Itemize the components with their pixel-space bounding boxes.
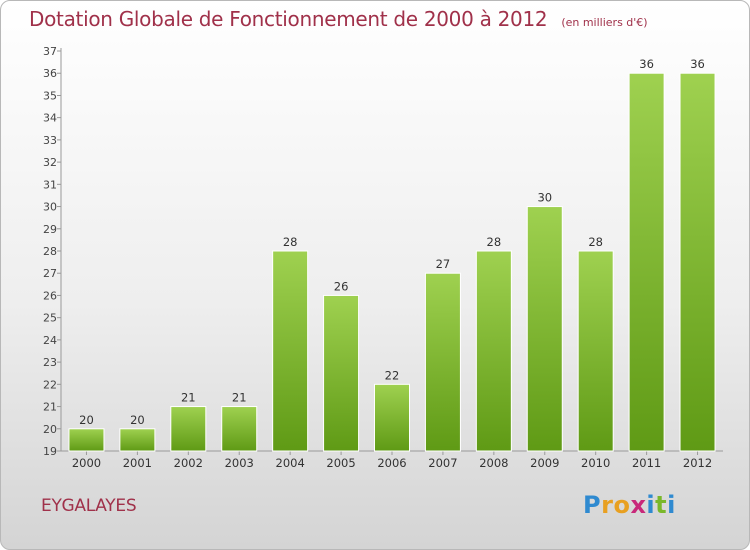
logo-letter: P (583, 491, 602, 519)
y-tick-label: 23 (43, 356, 57, 369)
y-tick-label: 29 (43, 223, 57, 236)
chart-title: Dotation Globale de Fonctionnement de 20… (29, 7, 548, 31)
data-label: 21 (181, 391, 196, 405)
data-label: 26 (334, 279, 349, 293)
data-label: 28 (588, 235, 603, 249)
x-tick-label: 2012 (683, 456, 712, 470)
bar (577, 250, 614, 452)
bar (272, 250, 309, 452)
bar (221, 406, 258, 452)
x-tick-label: 2004 (276, 456, 305, 470)
data-label: 36 (690, 57, 705, 71)
y-tick-label: 35 (43, 89, 57, 102)
bar (374, 383, 410, 452)
x-tick-label: 2005 (326, 456, 355, 470)
x-tick-label: 2009 (530, 456, 559, 470)
bar (323, 294, 360, 452)
y-tick-label: 21 (43, 401, 57, 414)
bar (628, 72, 665, 452)
x-tick-label: 2011 (632, 456, 661, 470)
data-label: 27 (436, 257, 451, 271)
y-tick-label: 28 (43, 245, 57, 258)
bar (170, 406, 207, 452)
data-label: 20 (79, 413, 94, 427)
logo-letter: t (655, 491, 668, 519)
y-tick-label: 24 (43, 334, 57, 347)
title-row: Dotation Globale de Fonctionnement de 20… (29, 7, 648, 31)
logo-letter: r (601, 491, 614, 519)
y-tick-label: 36 (43, 67, 57, 80)
logo-letter: i (646, 491, 656, 519)
bar (679, 72, 716, 452)
unit-label: (en milliers d'€) (561, 16, 648, 29)
bar (119, 428, 156, 452)
x-tick-label: 2007 (428, 456, 457, 470)
y-tick-label: 19 (43, 445, 57, 458)
y-tick-label: 37 (43, 45, 57, 58)
y-tick-label: 30 (43, 201, 57, 214)
y-tick-label: 26 (43, 289, 57, 302)
y-tick-label: 32 (43, 156, 57, 169)
x-tick-label: 2000 (72, 456, 101, 470)
data-label: 21 (232, 391, 247, 405)
x-tick-label: 2008 (479, 456, 508, 470)
logo-letter: o (613, 491, 631, 519)
place-name: EYGALAYES (41, 496, 137, 516)
data-label: 22 (385, 368, 400, 382)
bar (475, 250, 512, 452)
x-tick-label: 2001 (123, 456, 152, 470)
proxiti-logo: Proxiti (583, 491, 676, 519)
x-tick-label: 2002 (174, 456, 203, 470)
y-tick-label: 34 (43, 112, 57, 125)
y-tick-label: 22 (43, 378, 57, 391)
x-tick-label: 2006 (377, 456, 406, 470)
y-tick-label: 20 (43, 423, 57, 436)
data-label: 20 (130, 413, 145, 427)
y-tick-label: 25 (43, 312, 57, 325)
bar (424, 272, 461, 452)
data-label: 36 (639, 57, 654, 71)
y-tick-label: 31 (43, 178, 57, 191)
y-tick-label: 33 (43, 134, 57, 147)
bar (526, 206, 563, 452)
logo-letter: x (630, 491, 647, 519)
x-tick-label: 2003 (225, 456, 254, 470)
logo-letter: i (667, 491, 676, 519)
data-label: 30 (537, 191, 552, 205)
bar (68, 428, 105, 452)
data-label: 28 (487, 235, 502, 249)
y-tick-label: 27 (43, 267, 57, 280)
data-label: 28 (283, 235, 298, 249)
x-tick-label: 2010 (581, 456, 610, 470)
